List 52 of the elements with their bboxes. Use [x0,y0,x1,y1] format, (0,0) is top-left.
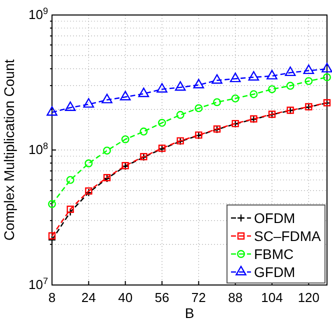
point [121,135,130,144]
x-tick-label: 56 [154,290,170,305]
point [194,104,203,112]
point [176,110,184,119]
point [212,74,222,84]
point [102,94,112,104]
point [213,98,221,106]
point [250,90,258,98]
point [158,118,166,127]
point [48,200,56,208]
x-tick-label: 8 [48,290,56,305]
point [266,70,278,80]
point [138,88,150,98]
point [303,64,314,74]
legend-label: GFDM [254,264,296,280]
point [304,77,313,86]
point [64,101,76,112]
point [66,176,74,184]
x-tick-label: 88 [228,290,243,305]
x-axis-title: B [184,305,194,321]
point [322,62,332,72]
point [193,78,204,88]
legend-label: FBMC [254,246,294,262]
point [268,85,276,94]
point [248,71,260,81]
point [84,159,93,168]
x-tick-label: 104 [261,290,283,305]
point [83,98,94,108]
x-tick-label: 120 [298,290,320,305]
point [156,83,168,93]
point [284,66,296,76]
point [66,206,74,213]
legend-label: SC–FDMA [254,228,322,244]
y-axis-title: Complex Multiplication Count [1,59,17,241]
point [140,128,148,136]
y-tick-label: 10$^{7}$ [28,276,48,292]
legend-label: OFDM [254,210,296,226]
x-tick-label: 72 [191,290,206,305]
x-tick-label: 24 [81,290,96,305]
point [48,232,56,240]
point [231,94,240,102]
point [323,73,331,82]
point [286,82,294,90]
point [48,236,56,244]
point [120,90,131,100]
point [174,81,186,91]
y-tick-label: 10$^{8}$ [28,141,48,158]
x-tick-label: 40 [118,290,133,305]
point [46,106,58,116]
point [103,146,111,155]
y-tick-label: 10$^{9}$ [28,6,48,22]
point [230,72,241,82]
